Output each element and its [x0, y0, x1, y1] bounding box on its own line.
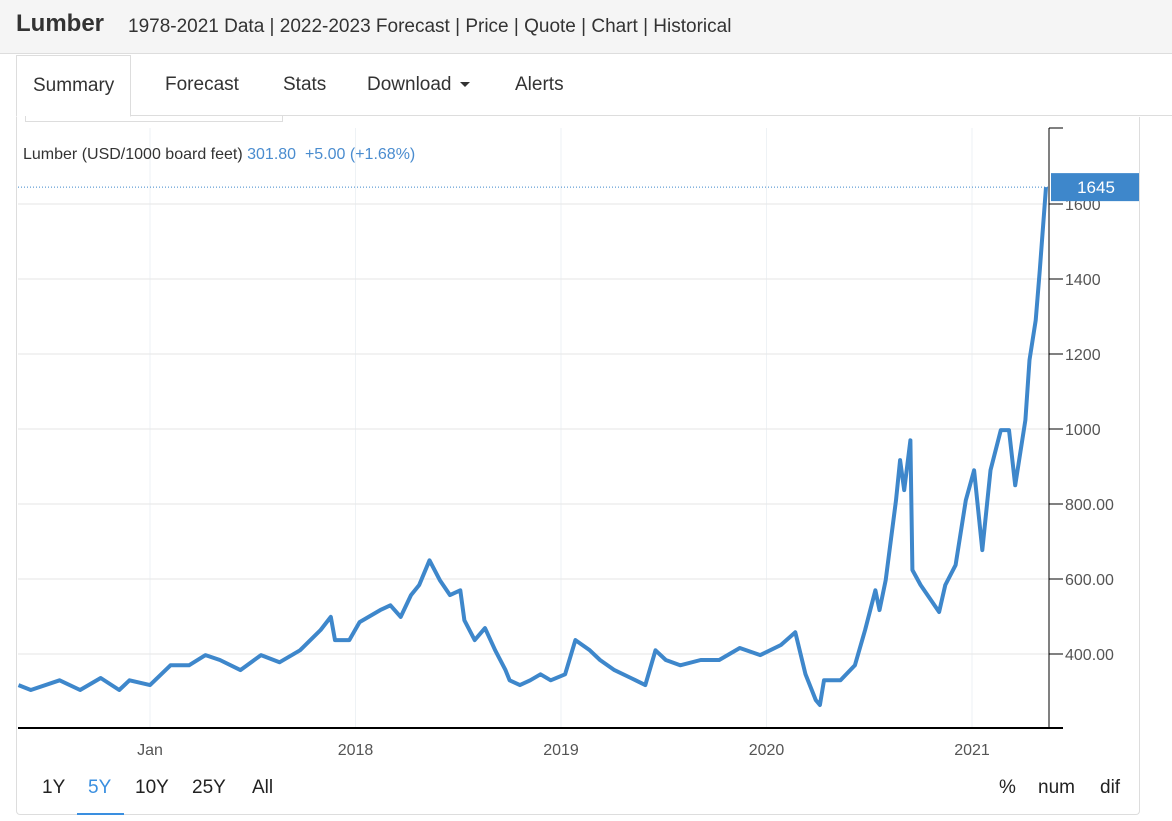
range-5y[interactable]: 5Y — [88, 777, 112, 798]
y-tick-label: 1600 — [1065, 197, 1101, 214]
x-tick-label: 2020 — [749, 742, 785, 759]
last-value-label: 1645 — [1077, 178, 1115, 197]
chart-legend: Lumber (USD/1000 board feet) 301.80 +5.0… — [23, 146, 415, 164]
y-tick-label: 1000 — [1065, 422, 1101, 439]
mode-num[interactable]: num — [1038, 777, 1075, 798]
last-value-badge — [1051, 173, 1139, 202]
y-tick-label: 1400 — [1065, 272, 1101, 289]
x-tick-label: 2019 — [543, 742, 579, 759]
tab-stats[interactable]: Stats — [283, 74, 327, 95]
x-tick-label: Jan — [137, 742, 163, 759]
range-all[interactable]: All — [252, 777, 274, 798]
page-subtitle: 1978-2021 Data | 2022-2023 Forecast | Pr… — [128, 16, 732, 37]
series-line-lumber — [17, 186, 1048, 707]
selected-range-underline — [77, 813, 124, 815]
page-title: Lumber — [16, 10, 105, 37]
caret-down-icon — [459, 82, 470, 88]
y-tick-label: 600.00 — [1065, 572, 1114, 589]
y-tick-label: 400.00 — [1065, 647, 1114, 664]
tab-download-label: Download — [367, 74, 452, 95]
x-tick-label: 2021 — [954, 742, 990, 759]
tab-bar: Summary Forecast Stats Download Alerts — [16, 55, 1172, 117]
legend-price: 301.80 — [247, 146, 297, 163]
y-tick-label: 800.00 — [1065, 497, 1114, 514]
legend-series-name: Lumber (USD/1000 board feet) — [23, 146, 243, 163]
tab-summary[interactable]: Summary — [16, 55, 132, 117]
legend-change: +5.00 (+1.68%) — [304, 146, 416, 163]
mode-percent[interactable]: % — [999, 777, 1016, 798]
y-tick-label: 1200 — [1065, 347, 1101, 364]
page-header: Lumber 1978-2021 Data | 2022-2023 Foreca… — [0, 0, 1172, 54]
tab-content-edge — [25, 116, 283, 122]
range-25y[interactable]: 25Y — [192, 777, 226, 798]
tab-forecast[interactable]: Forecast — [165, 74, 239, 95]
range-1y[interactable]: 1Y — [42, 777, 66, 798]
x-tick-label: 2018 — [338, 742, 374, 759]
tab-alerts[interactable]: Alerts — [515, 74, 564, 95]
range-10y[interactable]: 10Y — [135, 777, 169, 798]
tab-download[interactable]: Download — [367, 55, 470, 116]
chart-panel — [16, 117, 1140, 815]
mode-dif[interactable]: dif — [1100, 777, 1121, 798]
